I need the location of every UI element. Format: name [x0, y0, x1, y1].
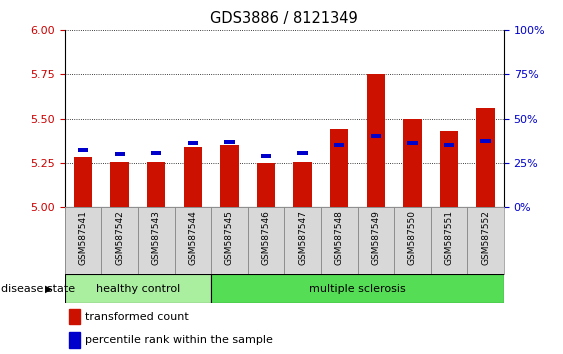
- Bar: [175, 207, 211, 274]
- Bar: [261, 154, 271, 158]
- Bar: [65, 207, 101, 274]
- Text: disease state: disease state: [1, 284, 75, 293]
- Bar: [65, 274, 211, 303]
- Bar: [293, 162, 312, 207]
- Text: GSM587544: GSM587544: [189, 210, 197, 264]
- Bar: [297, 151, 308, 155]
- Text: GSM587550: GSM587550: [408, 210, 417, 265]
- Bar: [358, 207, 394, 274]
- Bar: [211, 274, 504, 303]
- Bar: [110, 162, 129, 207]
- Text: GSM587541: GSM587541: [79, 210, 87, 265]
- Bar: [211, 207, 248, 274]
- Bar: [69, 332, 80, 348]
- Bar: [431, 207, 467, 274]
- Text: ▶: ▶: [45, 284, 52, 293]
- Bar: [467, 207, 504, 274]
- Bar: [444, 143, 454, 147]
- Bar: [147, 162, 166, 207]
- Bar: [151, 151, 162, 155]
- Bar: [101, 207, 138, 274]
- Title: GDS3886 / 8121349: GDS3886 / 8121349: [211, 11, 358, 26]
- Bar: [321, 207, 358, 274]
- Bar: [370, 134, 381, 138]
- Bar: [138, 207, 175, 274]
- Text: GSM587543: GSM587543: [152, 210, 160, 265]
- Bar: [330, 129, 348, 207]
- Bar: [248, 207, 284, 274]
- Text: GSM587552: GSM587552: [481, 210, 490, 265]
- Bar: [257, 163, 275, 207]
- Bar: [394, 207, 431, 274]
- Bar: [220, 145, 239, 207]
- Text: GSM587551: GSM587551: [445, 210, 453, 265]
- Bar: [440, 131, 458, 207]
- Bar: [69, 309, 80, 324]
- Bar: [407, 141, 418, 145]
- Bar: [367, 74, 385, 207]
- Text: GSM587547: GSM587547: [298, 210, 307, 265]
- Bar: [480, 139, 491, 143]
- Bar: [284, 207, 321, 274]
- Text: transformed count: transformed count: [84, 312, 188, 321]
- Bar: [74, 156, 92, 207]
- Text: healthy control: healthy control: [96, 284, 180, 293]
- Text: percentile rank within the sample: percentile rank within the sample: [84, 335, 272, 345]
- Text: GSM587546: GSM587546: [262, 210, 270, 265]
- Bar: [334, 143, 345, 147]
- Text: GSM587549: GSM587549: [372, 210, 380, 265]
- Bar: [114, 152, 125, 156]
- Bar: [184, 147, 202, 207]
- Bar: [187, 141, 198, 145]
- Text: GSM587542: GSM587542: [115, 210, 124, 264]
- Bar: [476, 108, 495, 207]
- Bar: [403, 119, 422, 207]
- Text: GSM587545: GSM587545: [225, 210, 234, 265]
- Bar: [224, 140, 235, 144]
- Text: GSM587548: GSM587548: [335, 210, 343, 265]
- Text: multiple sclerosis: multiple sclerosis: [309, 284, 406, 293]
- Bar: [78, 148, 88, 152]
